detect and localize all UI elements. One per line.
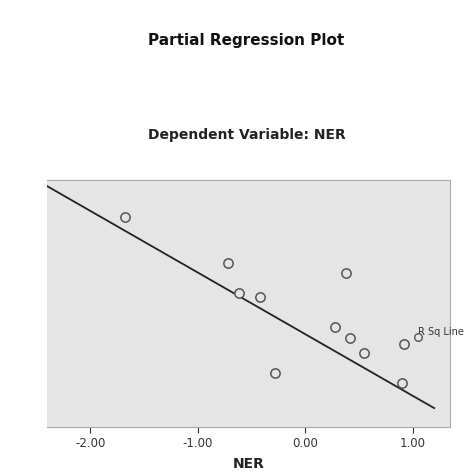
Point	[414, 333, 422, 341]
Point	[398, 379, 406, 387]
Point	[224, 259, 232, 267]
Point	[401, 340, 408, 347]
Text: Partial Regression Plot: Partial Regression Plot	[148, 33, 345, 48]
X-axis label: NER: NER	[233, 457, 265, 471]
Text: Dependent Variable: NER: Dependent Variable: NER	[147, 128, 346, 142]
Text: R Sq Line: R Sq Line	[418, 328, 464, 337]
Point	[256, 293, 264, 301]
Point	[235, 290, 242, 297]
Point	[331, 323, 339, 331]
Point	[272, 370, 279, 377]
Point	[346, 334, 354, 342]
Point	[121, 213, 128, 220]
Point	[342, 269, 350, 276]
Point	[361, 349, 368, 356]
